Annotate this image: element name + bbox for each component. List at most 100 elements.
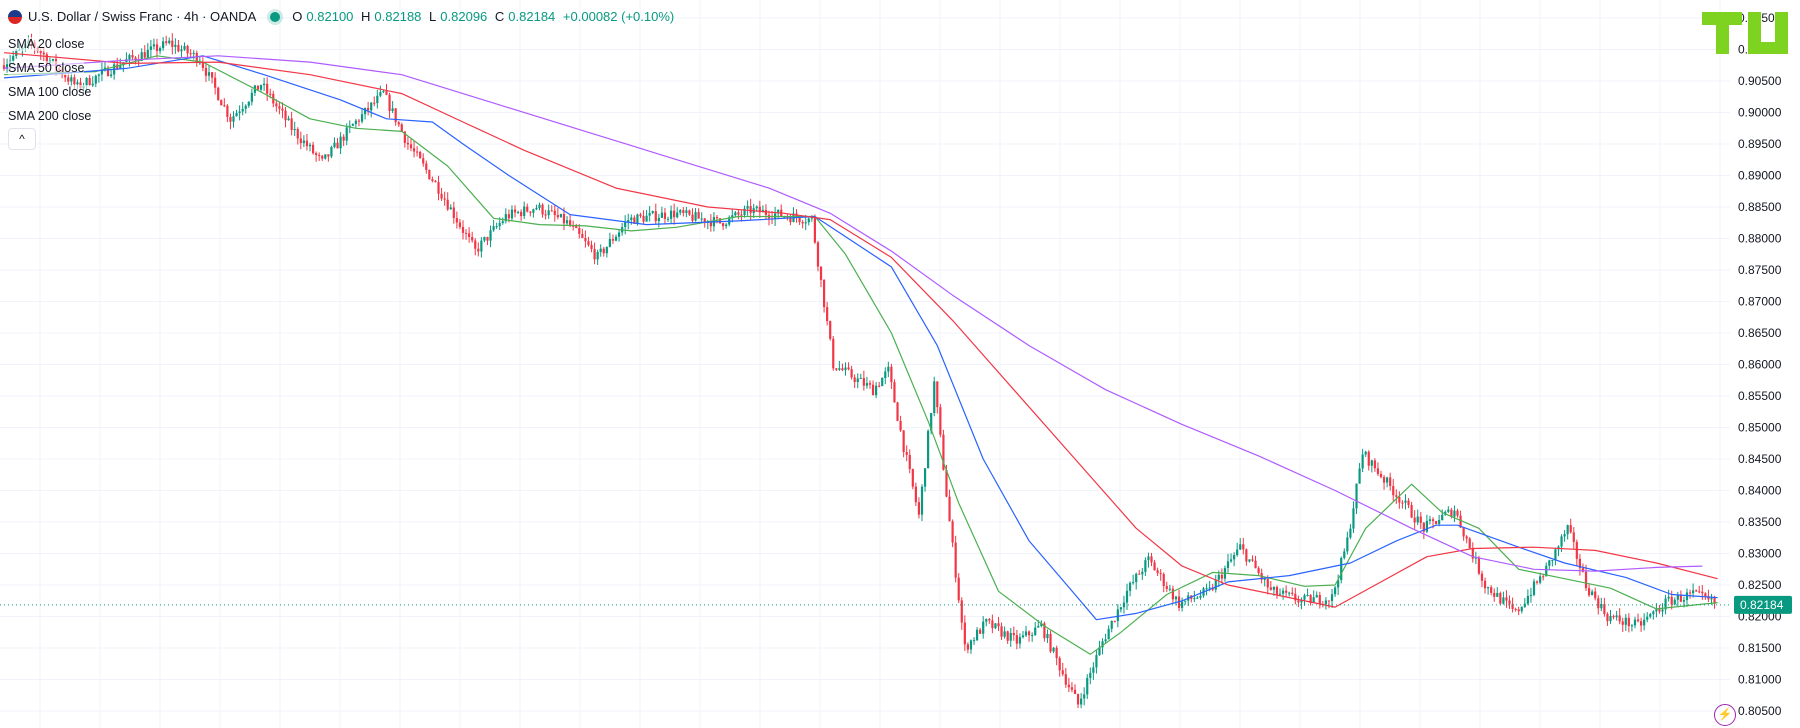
candle-body [1431, 519, 1435, 521]
candle-body [1456, 510, 1459, 516]
candle-body [599, 248, 602, 252]
candle-body [1554, 549, 1557, 561]
price-tick-label: 0.87000 [1738, 295, 1782, 309]
candle-body [942, 434, 945, 470]
candle-body [363, 107, 367, 115]
candle-body [397, 122, 400, 125]
candle-body [636, 214, 639, 224]
candle-body [835, 368, 838, 370]
sma-series [3, 52, 1718, 655]
candle-body [1676, 594, 1679, 600]
change-value: +0.00082 (+0.10%) [562, 9, 675, 24]
candle-body [1119, 607, 1122, 610]
candle-body [1275, 586, 1279, 595]
candle-body [1233, 555, 1236, 560]
candle-body [1591, 591, 1594, 596]
candle-body [1447, 509, 1450, 512]
candle-body [1181, 601, 1184, 608]
candle-body [1080, 698, 1083, 705]
candle-body [1578, 558, 1581, 569]
candle-body [1413, 517, 1416, 523]
candle-body [278, 106, 281, 109]
candle-body [308, 144, 312, 147]
candle-body [819, 266, 823, 280]
candle-body [1306, 594, 1309, 596]
symbol-title[interactable]: U.S. Dollar / Swiss Franc · 4h · OANDA [28, 9, 257, 24]
candle-body [391, 108, 394, 111]
candle-body [1661, 609, 1664, 612]
candle-body [920, 486, 924, 515]
candle-body [455, 218, 458, 223]
candle-body [798, 217, 801, 222]
candle-body [1110, 620, 1113, 629]
candle-body [1395, 495, 1398, 497]
candle-body [703, 218, 706, 223]
market-status-icon[interactable] [270, 11, 281, 22]
candle-body [691, 214, 694, 221]
candle-body [1236, 549, 1239, 556]
candle-body [966, 644, 969, 650]
candle-body [1184, 600, 1187, 602]
collapse-legend-button[interactable]: ^ [8, 128, 36, 150]
candle-body [1627, 617, 1630, 627]
candle-body [183, 46, 186, 50]
candle-body [1334, 587, 1337, 595]
candle-body [110, 74, 113, 77]
candle-body [171, 40, 174, 47]
candle-body [850, 369, 853, 378]
candle-body [1404, 500, 1407, 503]
candle-body [930, 413, 933, 431]
candle-body [318, 154, 321, 156]
candle-body [376, 95, 379, 104]
candle-body [406, 142, 410, 145]
candle-body [195, 52, 198, 63]
lightning-icon[interactable]: ⚡ [1714, 704, 1736, 726]
candle-body [697, 212, 700, 219]
candle-body [76, 82, 79, 85]
candle-body [5, 64, 9, 69]
candle-body [1168, 588, 1171, 590]
indicator-sma100[interactable]: SMA 100 close [8, 85, 92, 99]
candle-body [764, 209, 768, 215]
candle-body [443, 198, 446, 200]
candle-body [419, 151, 422, 159]
candle-body [373, 102, 376, 104]
price-tick-label: 0.80500 [1738, 704, 1782, 718]
candle-body [1052, 647, 1055, 652]
candle-body [1438, 520, 1441, 524]
candle-body [152, 44, 156, 47]
candle-body [1398, 496, 1401, 503]
candle-body [1245, 549, 1248, 562]
candle-body [1487, 587, 1490, 589]
candle-body [1612, 615, 1615, 618]
candle-body [923, 468, 927, 487]
candle-body [339, 136, 342, 149]
candle-body [1474, 557, 1477, 559]
candle-body [232, 116, 235, 122]
candle-body [1239, 544, 1242, 550]
candle-body [1165, 586, 1168, 589]
price-tick-label: 0.89500 [1738, 137, 1782, 151]
candle-body [186, 46, 189, 54]
indicator-sma200[interactable]: SMA 200 close [8, 109, 92, 123]
candle-body [428, 169, 431, 180]
candle-body [507, 214, 510, 219]
candle-body [829, 321, 832, 339]
candle-body [480, 240, 483, 252]
candle-body [611, 239, 615, 241]
indicator-sma20[interactable]: SMA 20 close [8, 37, 85, 51]
candle-body [593, 248, 596, 260]
candle-body [1288, 592, 1291, 594]
candle-body [985, 619, 988, 622]
candle-body [654, 211, 657, 222]
candle-body [737, 212, 740, 215]
candle-body [587, 241, 590, 245]
candle-body [865, 383, 869, 386]
candle-body [685, 210, 688, 213]
symbol-legend[interactable]: U.S. Dollar / Swiss Franc · 4h · OANDA O… [8, 9, 678, 24]
indicator-sma50[interactable]: SMA 50 close [8, 61, 85, 75]
candle-body [550, 210, 553, 212]
candle-body [1382, 477, 1386, 483]
candle-body [327, 154, 330, 157]
